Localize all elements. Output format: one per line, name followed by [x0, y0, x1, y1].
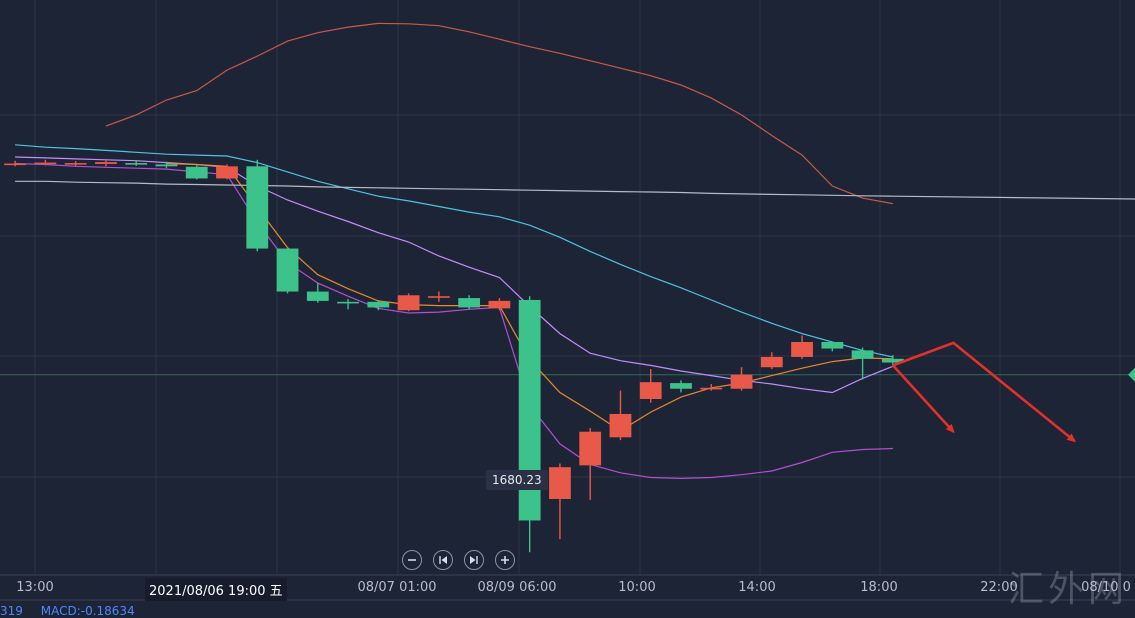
forecast-arrow-0 — [892, 341, 1077, 443]
candle-body — [609, 413, 632, 438]
candle-6 — [185, 165, 208, 180]
x-tick-label: 10:00 — [618, 580, 656, 595]
candle-3 — [95, 160, 117, 167]
candle-19 — [579, 427, 602, 500]
minus-icon — [408, 559, 416, 561]
candle-body — [851, 350, 874, 359]
candle-body — [246, 166, 269, 249]
candle-body — [125, 163, 148, 165]
candle-5 — [155, 161, 178, 169]
candle-23 — [700, 384, 723, 391]
candle-13 — [397, 293, 420, 312]
candle-20 — [609, 390, 632, 441]
candle-body — [488, 300, 511, 309]
x-tick-label: 22:00 — [980, 580, 1018, 595]
candle-body — [881, 358, 904, 363]
candle-0 — [4, 160, 27, 167]
candle-body — [185, 166, 208, 179]
indicator-line-5 — [15, 180, 1135, 200]
skip-forward-icon — [470, 556, 478, 564]
candle-21 — [639, 369, 662, 403]
candle-7 — [216, 164, 238, 180]
candle-9 — [276, 248, 299, 294]
chart-nav-controls — [402, 550, 515, 570]
candle-10 — [306, 283, 329, 303]
candle-body — [155, 164, 178, 167]
indicator-line-4 — [15, 162, 893, 480]
candle-body — [427, 296, 450, 298]
candle-2 — [64, 161, 87, 166]
crosshair-time-label: 2021/08/06 19:00 五 — [145, 578, 287, 601]
candle-body — [730, 374, 753, 389]
candle-14 — [427, 291, 450, 302]
candle-body — [549, 467, 571, 499]
candle-body — [306, 291, 329, 301]
candle-body — [216, 166, 238, 179]
candle-body — [276, 248, 299, 292]
candle-body — [639, 382, 662, 399]
candle-22 — [670, 380, 692, 393]
candle-body — [760, 356, 783, 368]
candle-24 — [730, 367, 753, 391]
candle-body — [367, 301, 390, 308]
zoom-in-button[interactable] — [495, 550, 515, 570]
macd-readout: 319 MACD:-0.18634 — [0, 604, 149, 618]
x-tick-label: 14:00 — [738, 580, 776, 595]
price-marker-icon — [1128, 367, 1135, 382]
forecast-arrow-1 — [891, 364, 955, 434]
candle-body — [4, 163, 27, 166]
candle-29 — [881, 355, 904, 366]
candle-body — [397, 295, 420, 311]
candle-27 — [821, 342, 844, 352]
candle-25 — [760, 352, 783, 370]
low-price-label: 1680.23 — [486, 470, 548, 490]
candle-body — [458, 298, 481, 308]
candle-body — [95, 162, 117, 164]
candle-26 — [791, 335, 813, 359]
x-tick-label: 08/09 06:00 — [477, 580, 557, 595]
watermark-logo: 汇外网 — [1008, 569, 1129, 610]
scroll-left-button[interactable] — [433, 550, 453, 570]
indicator-line-1 — [15, 144, 894, 358]
candle-17 — [518, 296, 541, 553]
candle-1 — [34, 159, 57, 166]
x-tick-label: 08/10 0 — [1081, 580, 1131, 595]
candle-body — [337, 301, 359, 304]
candle-8 — [246, 159, 269, 252]
zoom-out-button[interactable] — [402, 550, 422, 570]
candle-body — [518, 299, 541, 521]
scroll-right-button[interactable] — [464, 550, 484, 570]
candle-body — [579, 431, 602, 466]
macd-value-1: 319 — [0, 604, 23, 618]
indicator-line-0 — [105, 22, 894, 205]
indicator-lines — [15, 22, 1135, 480]
candle-15 — [458, 295, 481, 310]
macd-value-2: MACD:-0.18634 — [40, 604, 135, 618]
candle-4 — [125, 160, 148, 166]
grid-lines — [0, 0, 1135, 601]
candle-16 — [488, 298, 511, 311]
current-price-marker — [1128, 367, 1135, 382]
x-tick-label: 18:00 — [860, 580, 898, 595]
skip-back-icon — [439, 556, 447, 564]
candle-body — [64, 163, 87, 165]
candle-11 — [337, 299, 359, 310]
candle-body — [821, 342, 844, 349]
candle-body — [670, 383, 692, 389]
candle-body — [700, 387, 723, 390]
candle-body — [34, 162, 57, 165]
x-tick-label: 13:00 — [16, 580, 54, 595]
candle-18 — [549, 463, 571, 540]
candle-12 — [367, 299, 390, 311]
x-tick-label: 08/07 01:00 — [357, 580, 437, 595]
candles — [4, 159, 904, 553]
candle-body — [791, 342, 813, 357]
forecast-arrows — [891, 341, 1077, 443]
plus-icon — [501, 556, 509, 564]
candle-28 — [851, 347, 874, 380]
